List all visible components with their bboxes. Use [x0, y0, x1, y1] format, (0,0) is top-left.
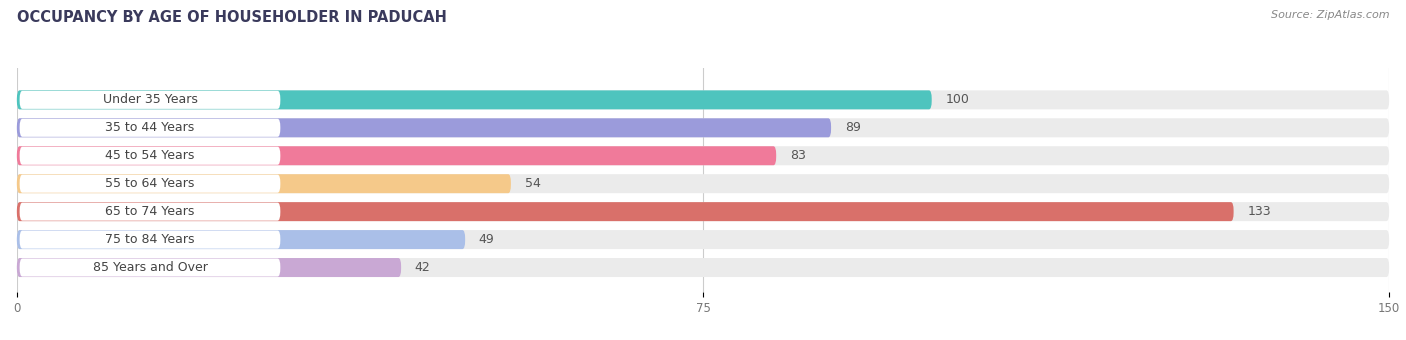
Text: Source: ZipAtlas.com: Source: ZipAtlas.com — [1271, 10, 1389, 20]
Text: 35 to 44 Years: 35 to 44 Years — [105, 121, 194, 134]
FancyBboxPatch shape — [17, 258, 1389, 277]
FancyBboxPatch shape — [17, 90, 932, 109]
FancyBboxPatch shape — [17, 230, 1389, 249]
Text: Under 35 Years: Under 35 Years — [103, 94, 197, 106]
FancyBboxPatch shape — [20, 147, 280, 165]
FancyBboxPatch shape — [17, 202, 1233, 221]
Text: 55 to 64 Years: 55 to 64 Years — [105, 177, 194, 190]
FancyBboxPatch shape — [17, 118, 1389, 137]
FancyBboxPatch shape — [17, 202, 1389, 221]
FancyBboxPatch shape — [17, 146, 776, 165]
FancyBboxPatch shape — [20, 91, 280, 109]
FancyBboxPatch shape — [20, 175, 280, 193]
FancyBboxPatch shape — [17, 258, 401, 277]
FancyBboxPatch shape — [17, 90, 1389, 109]
FancyBboxPatch shape — [20, 119, 280, 137]
FancyBboxPatch shape — [17, 146, 1389, 165]
FancyBboxPatch shape — [20, 231, 280, 249]
Text: 49: 49 — [479, 233, 495, 246]
FancyBboxPatch shape — [17, 174, 1389, 193]
FancyBboxPatch shape — [20, 258, 280, 276]
Text: 45 to 54 Years: 45 to 54 Years — [105, 149, 194, 162]
Text: 89: 89 — [845, 121, 860, 134]
Text: 85 Years and Over: 85 Years and Over — [93, 261, 208, 274]
FancyBboxPatch shape — [17, 174, 510, 193]
Text: 133: 133 — [1247, 205, 1271, 218]
FancyBboxPatch shape — [20, 203, 280, 221]
Text: 75 to 84 Years: 75 to 84 Years — [105, 233, 194, 246]
Text: 65 to 74 Years: 65 to 74 Years — [105, 205, 194, 218]
FancyBboxPatch shape — [17, 230, 465, 249]
Text: 83: 83 — [790, 149, 806, 162]
Text: OCCUPANCY BY AGE OF HOUSEHOLDER IN PADUCAH: OCCUPANCY BY AGE OF HOUSEHOLDER IN PADUC… — [17, 10, 447, 25]
Text: 42: 42 — [415, 261, 430, 274]
Text: 54: 54 — [524, 177, 540, 190]
Text: 100: 100 — [945, 94, 969, 106]
FancyBboxPatch shape — [17, 118, 831, 137]
